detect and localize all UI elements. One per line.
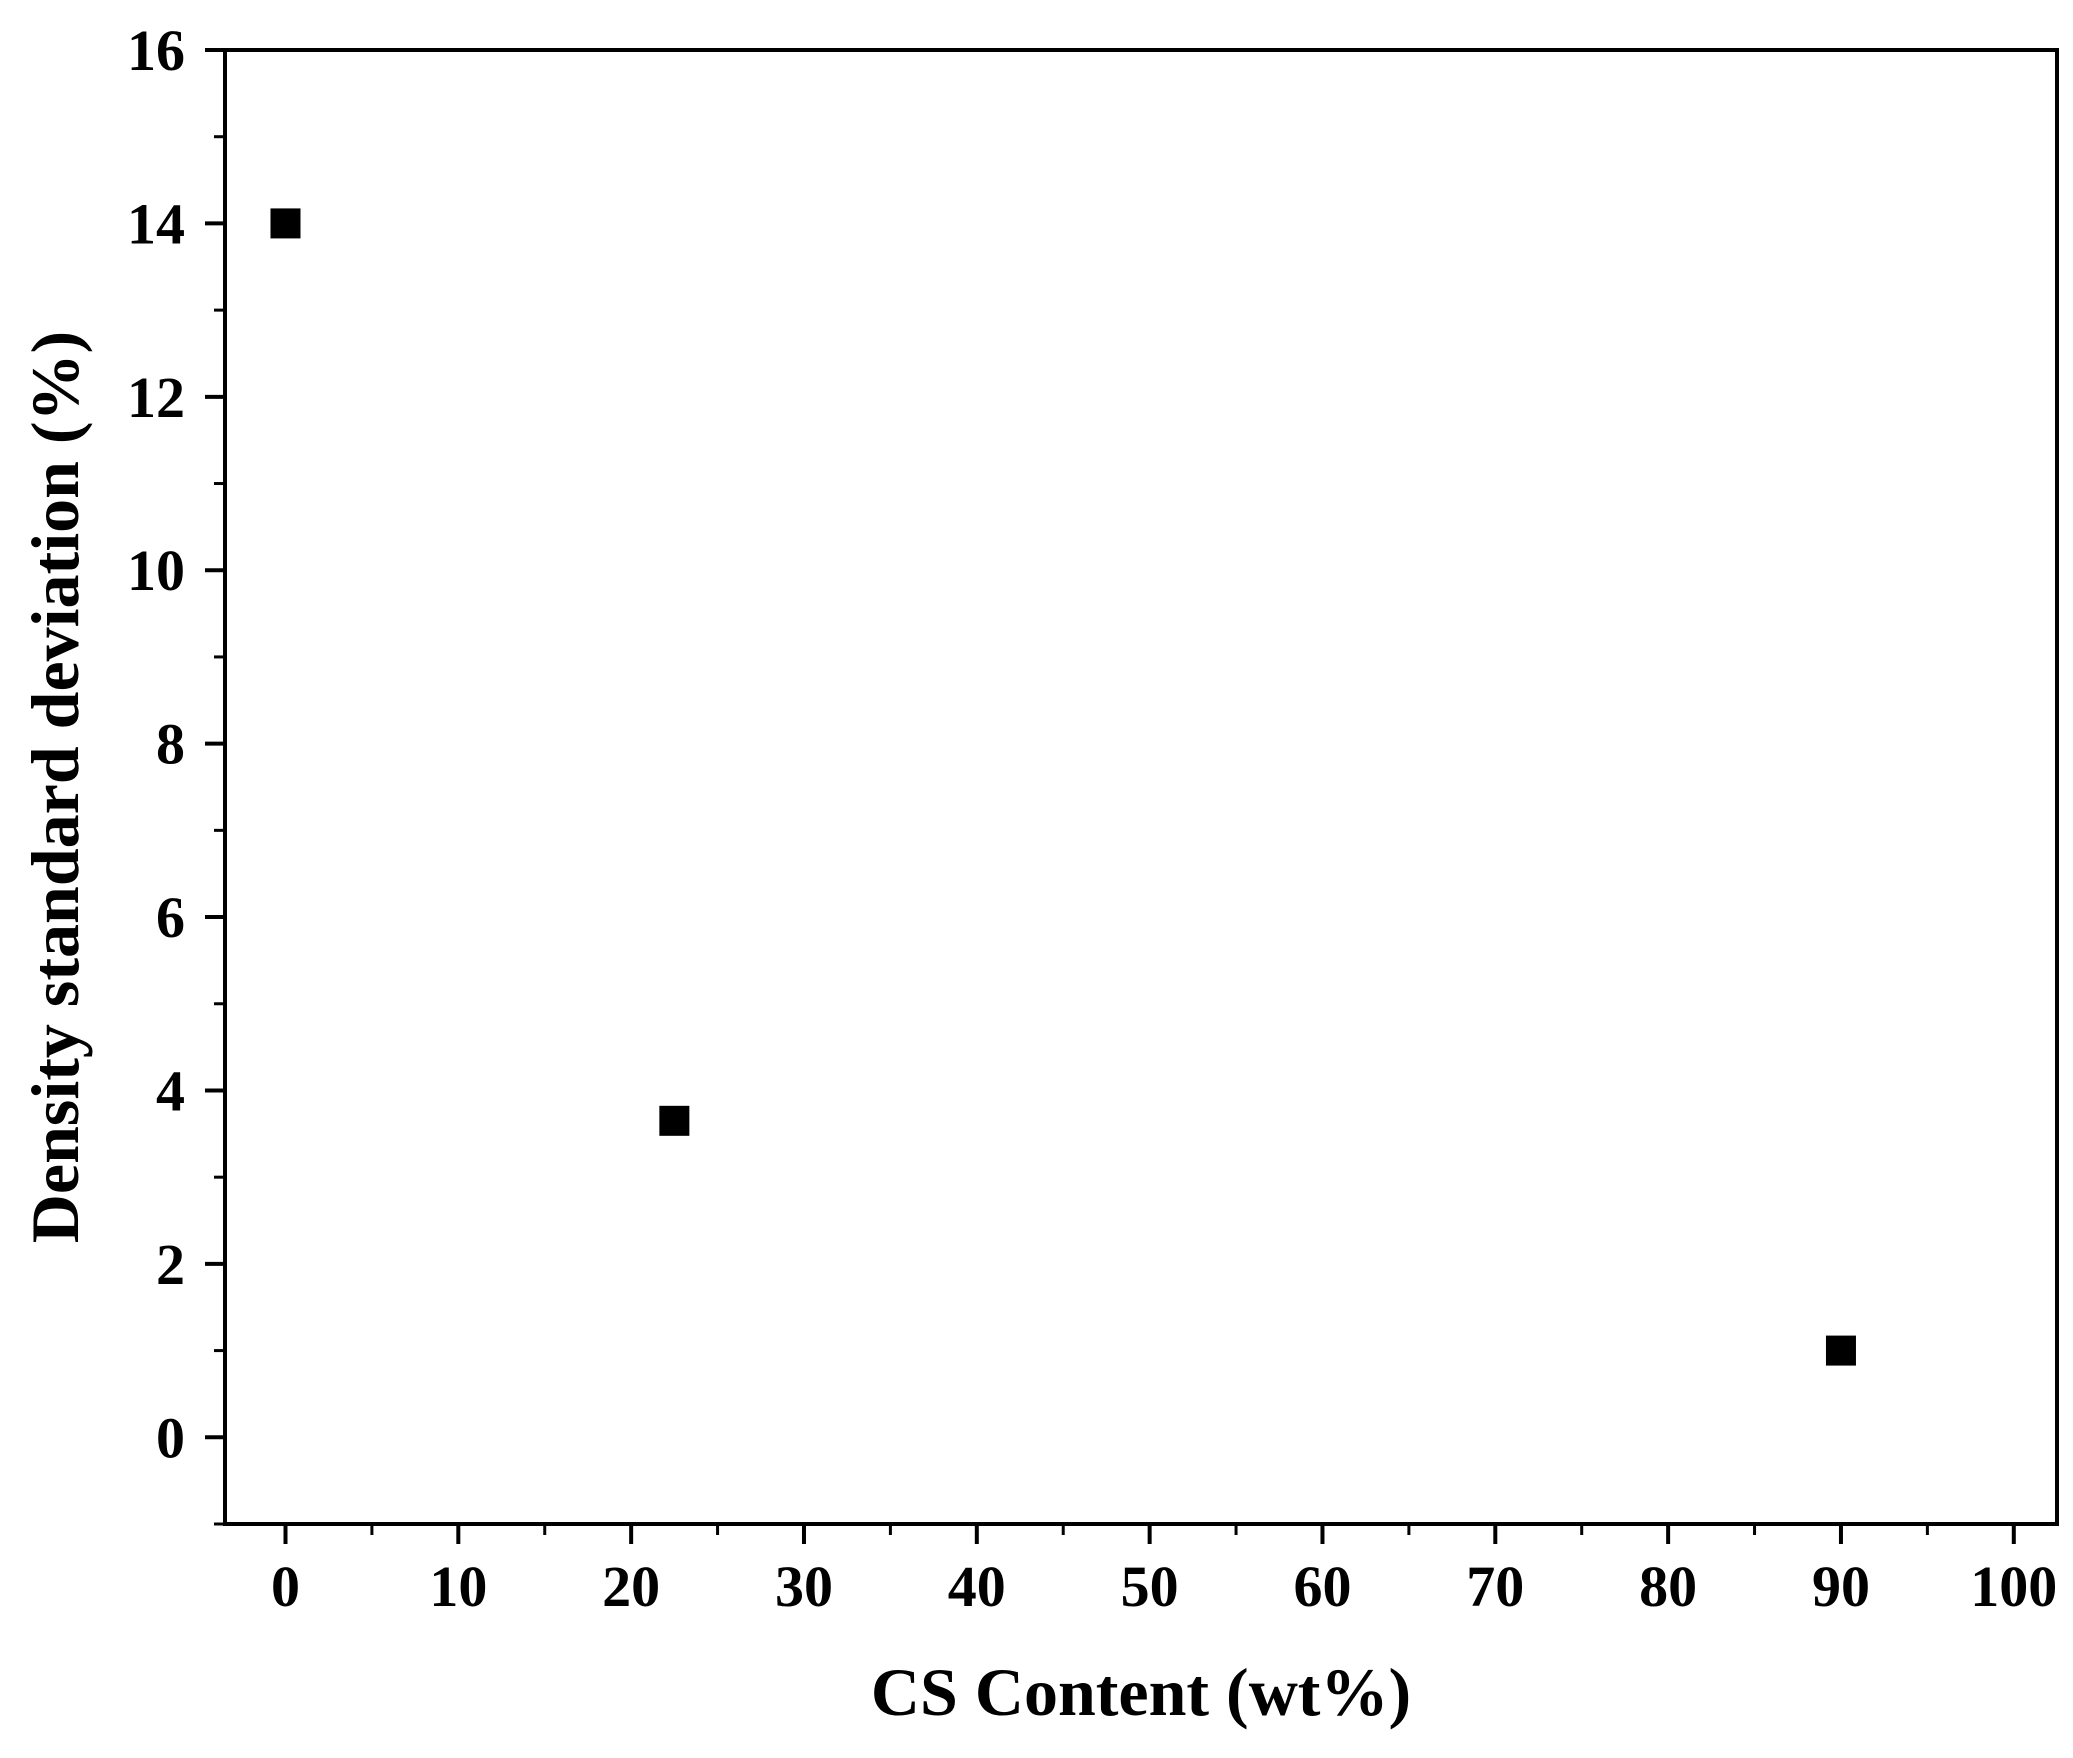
data-point xyxy=(659,1105,690,1136)
y-tick-label: 16 xyxy=(127,18,185,83)
x-tick-label: 70 xyxy=(1466,1554,1524,1619)
y-tick-label: 4 xyxy=(156,1058,185,1123)
axis-ticks xyxy=(205,48,2016,1544)
y-tick-label: 14 xyxy=(127,191,185,256)
y-tick-label: 8 xyxy=(156,712,185,777)
y-tick-label: 0 xyxy=(156,1405,185,1470)
data-point xyxy=(270,208,301,239)
x-tick-label: 0 xyxy=(271,1554,300,1619)
x-axis-label: CS Content (wt%) xyxy=(871,1654,1411,1730)
x-tick-label: 40 xyxy=(948,1554,1006,1619)
x-tick-label: 90 xyxy=(1812,1554,1870,1619)
y-axis-label: Density standard deviation (%) xyxy=(17,331,93,1243)
x-tick-label: 60 xyxy=(1293,1554,1351,1619)
x-tick-label: 10 xyxy=(429,1554,487,1619)
data-points xyxy=(270,208,1856,1366)
x-tick-label: 20 xyxy=(602,1554,660,1619)
x-tick-label: 80 xyxy=(1639,1554,1697,1619)
y-tick-label: 2 xyxy=(156,1232,185,1297)
data-point xyxy=(1825,1335,1856,1366)
x-tick-label: 50 xyxy=(1121,1554,1179,1619)
x-tick-label: 100 xyxy=(1970,1554,2057,1619)
y-tick-label: 6 xyxy=(156,885,185,950)
plot-frame xyxy=(223,48,2059,1526)
y-tick-label: 12 xyxy=(127,365,185,430)
y-tick-label: 10 xyxy=(127,538,185,603)
tick-labels: 0 2 4 6 8 10 12 14 16 0 10 20 30 40 50 60 70 80 90 100 xyxy=(127,18,2057,1619)
x-tick-label: 30 xyxy=(775,1554,833,1619)
